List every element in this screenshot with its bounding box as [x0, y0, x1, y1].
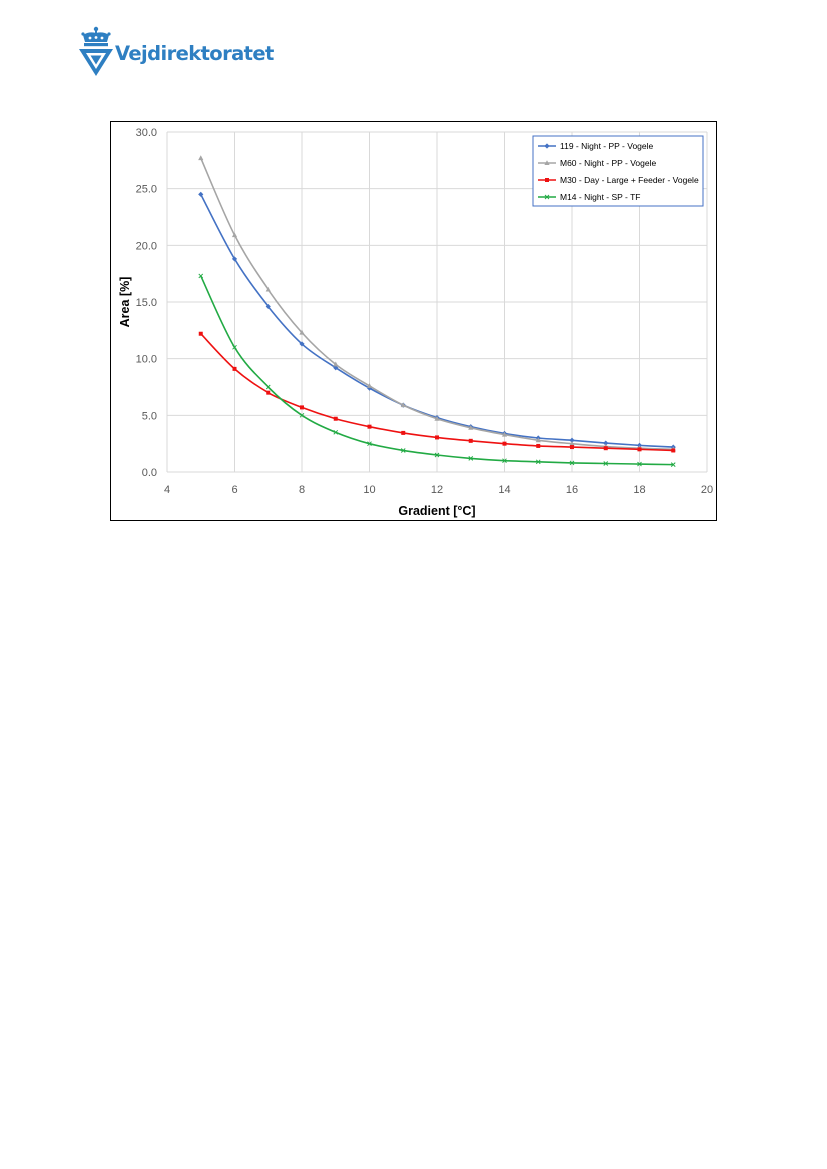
logo-wordmark: Vejdirektoratet: [115, 42, 274, 65]
y-tick-label: 10.0: [136, 354, 157, 366]
data-point: [333, 416, 338, 421]
data-point: [501, 431, 508, 437]
legend-entry: M30 - Day - Large + Feeder - Vogele: [538, 175, 699, 185]
data-point: [198, 273, 204, 279]
data-point: [401, 430, 406, 435]
y-tick-label: 25.0: [136, 184, 157, 196]
legend-label: 119 - Night - PP - Vogele: [560, 141, 654, 151]
data-point: [299, 329, 305, 335]
data-point: [570, 445, 574, 450]
crown-shield-logo-icon: [79, 26, 113, 76]
data-point: [536, 443, 541, 448]
data-point: [400, 448, 406, 453]
x-tick-label: 6: [231, 484, 237, 496]
data-point: [333, 361, 339, 367]
legend-box: [532, 135, 704, 207]
data-point: [198, 155, 204, 161]
data-point: [569, 437, 575, 443]
legend-entry: 119 - Night - PP - Vogele: [538, 141, 654, 151]
data-point: [265, 286, 271, 292]
data-point: [232, 344, 237, 350]
y-axis-title: Area [%]: [118, 277, 132, 328]
data-point: [400, 402, 406, 408]
data-point: [671, 448, 676, 453]
data-point: [231, 232, 238, 238]
data-point: [502, 458, 507, 464]
data-point: [232, 366, 237, 371]
data-point: [266, 390, 271, 395]
data-point: [603, 461, 609, 466]
series-3: [198, 331, 676, 453]
y-tick-label: 5.0: [142, 410, 157, 422]
y-tick-label: 20.0: [136, 240, 157, 252]
x-tick-label: 8: [299, 484, 305, 496]
legend-marker: [544, 160, 550, 165]
line-chart: 0.0 5.0 10.0 15.0 20.0 25.0 30.0 4 6 8 10 12 14 16 18 2…: [118, 127, 713, 518]
data-point: [198, 331, 203, 336]
chart-container: 0.0 5.0 10.0 15.0 20.0 25.0 30.0 4 6 8 10 12 14 16 18 2…: [110, 121, 717, 521]
y-tick-label: 30.0: [136, 127, 157, 139]
x-tick-label: 14: [498, 484, 510, 496]
y-tick-label: 15.0: [136, 297, 157, 309]
legend-marker: [544, 194, 550, 200]
x-axis-title: Gradient [°C]: [398, 504, 475, 518]
legend-label: M14 - Night - SP - TF: [560, 192, 640, 202]
series-lines: [198, 155, 676, 467]
data-point: [603, 446, 608, 451]
x-tick-label: 10: [363, 484, 375, 496]
legend-label: M60 - Night - PP - Vogele: [560, 158, 656, 168]
data-point: [333, 429, 339, 435]
x-tick-label: 12: [431, 484, 443, 496]
data-point: [435, 435, 439, 440]
vejdirektoratet-logo: Vejdirektoratet: [78, 26, 278, 78]
data-point: [569, 440, 575, 446]
legend-entry: M14 - Night - SP - TF: [538, 192, 640, 202]
data-point: [637, 461, 642, 467]
legend-marker: [545, 178, 549, 182]
data-point: [300, 405, 304, 410]
data-point: [265, 303, 271, 310]
x-tick-label: 4: [164, 484, 170, 496]
data-point: [468, 425, 474, 430]
legend-label: M30 - Day - Large + Feeder - Vogele: [560, 175, 699, 185]
data-point: [468, 438, 473, 443]
axes: 0.0 5.0 10.0 15.0 20.0 25.0 30.0 4 6 8 10 12 14 16 18 2…: [118, 127, 713, 518]
data-point: [333, 365, 339, 371]
x-tick-label: 18: [633, 484, 645, 496]
x-tick-label: 20: [701, 484, 713, 496]
data-point: [468, 456, 474, 461]
data-point: [670, 462, 676, 467]
data-point: [569, 460, 575, 466]
series-4: [198, 273, 676, 467]
legend-entry: M60 - Night - PP - Vogele: [538, 158, 656, 168]
data-point: [535, 459, 541, 465]
data-point: [299, 341, 305, 347]
data-point: [367, 441, 372, 447]
data-point: [366, 383, 373, 388]
legend-marker: [544, 143, 550, 149]
data-point: [603, 440, 609, 446]
data-point: [367, 424, 372, 429]
data-point: [434, 452, 440, 458]
data-point: [637, 447, 642, 452]
data-point: [535, 437, 541, 443]
legend: 119 - Night - PP - Vogele M60 - Night - P…: [532, 135, 704, 207]
data-point: [299, 412, 305, 418]
data-point: [198, 191, 204, 197]
x-tick-label: 16: [566, 484, 578, 496]
data-point: [434, 415, 440, 421]
data-point: [265, 384, 271, 390]
data-point: [502, 441, 507, 446]
data-point: [636, 442, 643, 448]
y-tick-label: 0.0: [142, 467, 157, 479]
